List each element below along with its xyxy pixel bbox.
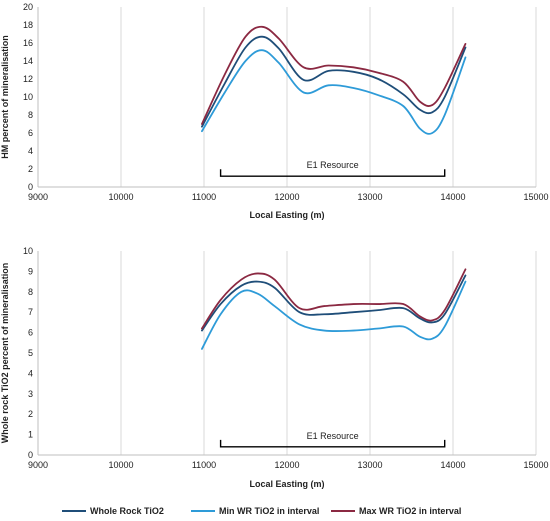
y-tick-label: 7 (28, 307, 33, 317)
x-tick-label: 12000 (274, 192, 299, 202)
y-tick-label: 4 (28, 146, 33, 156)
x-tick-label: 14000 (440, 192, 465, 202)
series-line-min-wr-tio2-in-interval (201, 280, 467, 350)
chart-hm-percent: 0 2 4 6 8 10 12 14 16 18 20 9000 10000 11000 12000 1300… (0, 2, 549, 220)
y-tick-label: 0 (28, 182, 33, 192)
y-tick-label: 4 (28, 368, 33, 378)
x-tick-label: 15000 (523, 460, 548, 470)
legend-label: Max WR TiO2 in interval (359, 506, 461, 516)
x-tick-label: 10000 (108, 192, 133, 202)
y-tick-label: 6 (28, 128, 33, 138)
y-tick-label: 1 (28, 430, 33, 440)
y-tick-label: 6 (28, 328, 33, 338)
y-tick-label: 3 (28, 389, 33, 399)
legend-label: Min WR TiO2 in interval (219, 506, 319, 516)
resource-bracket (219, 439, 446, 448)
x-tick-label: 14000 (440, 460, 465, 470)
x-tick-label: 10000 (108, 460, 133, 470)
x-tick-label: 13000 (357, 192, 382, 202)
y-tick-label: 18 (23, 20, 33, 30)
y-axis-title: Whole rock TiO2 percent of mineralisatio… (0, 263, 10, 443)
series-line-whole-rock-tio2 (201, 35, 467, 128)
y-tick-label: 8 (28, 287, 33, 297)
x-tick-label: 9000 (28, 460, 48, 470)
x-tick-label: 15000 (523, 192, 548, 202)
legend: Whole Rock TiO2 Min WR TiO2 in interval Ma… (62, 506, 461, 516)
x-tick-label: 12000 (274, 460, 299, 470)
y-tick-label: 20 (23, 2, 33, 12)
y-tick-label: 10 (23, 92, 33, 102)
series-line-max-wr-tio2-in-interval (201, 268, 467, 330)
x-tick-label: 13000 (357, 460, 382, 470)
y-tick-label: 8 (28, 110, 33, 120)
resource-bracket (219, 169, 446, 177)
x-axis-title: Local Easting (m) (249, 210, 324, 220)
y-tick-label: 16 (23, 38, 33, 48)
series-line-whole-rock-tio2 (201, 274, 467, 332)
y-tick-label: 5 (28, 348, 33, 358)
y-tick-label: 2 (28, 409, 33, 419)
y-tick-label: 2 (28, 164, 33, 174)
y-axis-title: HM percent of mineralisation (0, 35, 10, 159)
y-tick-label: 10 (23, 246, 33, 256)
legend-label: Whole Rock TiO2 (90, 506, 164, 516)
series-line-min-wr-tio2-in-interval (201, 49, 467, 135)
chart-whole-rock-tio2: 0 1 2 3 4 5 6 7 8 9 10 9000 10000 11000 12000 13000 1400… (0, 246, 549, 489)
x-tick-label: 11000 (192, 192, 216, 202)
series-line-max-wr-tio2-in-interval (201, 25, 467, 125)
resource-label: E1 Resource (307, 431, 359, 441)
y-tick-label: 14 (23, 56, 33, 66)
x-tick-label: 11000 (192, 460, 216, 470)
y-tick-label: 12 (23, 74, 33, 84)
resource-label: E1 Resource (307, 160, 359, 170)
x-tick-label: 9000 (28, 192, 48, 202)
y-tick-label: 0 (28, 450, 33, 460)
x-axis-title: Local Easting (m) (249, 479, 324, 489)
y-tick-label: 9 (28, 266, 33, 276)
